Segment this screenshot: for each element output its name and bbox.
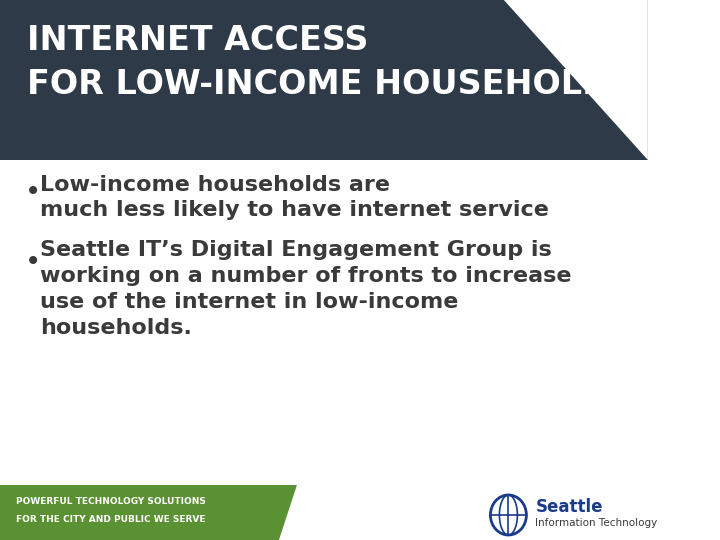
Text: FOR LOW-INCOME HOUSEHOLDS: FOR LOW-INCOME HOUSEHOLDS: [27, 69, 634, 102]
Text: working on a number of fronts to increase: working on a number of fronts to increas…: [40, 266, 572, 286]
Polygon shape: [0, 485, 297, 540]
Text: INTERNET ACCESS: INTERNET ACCESS: [27, 24, 369, 57]
Text: use of the internet in low-income: use of the internet in low-income: [40, 292, 459, 312]
Text: FOR THE CITY AND PUBLIC WE SERVE: FOR THE CITY AND PUBLIC WE SERVE: [16, 516, 206, 524]
FancyBboxPatch shape: [0, 0, 648, 160]
Text: households.: households.: [40, 318, 192, 338]
Text: Information Technology: Information Technology: [536, 518, 657, 528]
Text: •: •: [25, 178, 42, 206]
Text: •: •: [25, 248, 42, 276]
Text: Low-income households are: Low-income households are: [40, 175, 390, 195]
Text: much less likely to have internet service: much less likely to have internet servic…: [40, 200, 549, 220]
Polygon shape: [504, 0, 648, 160]
Text: POWERFUL TECHNOLOGY SOLUTIONS: POWERFUL TECHNOLOGY SOLUTIONS: [16, 497, 206, 507]
Text: Seattle: Seattle: [536, 498, 603, 516]
Text: Seattle IT’s Digital Engagement Group is: Seattle IT’s Digital Engagement Group is: [40, 240, 552, 260]
